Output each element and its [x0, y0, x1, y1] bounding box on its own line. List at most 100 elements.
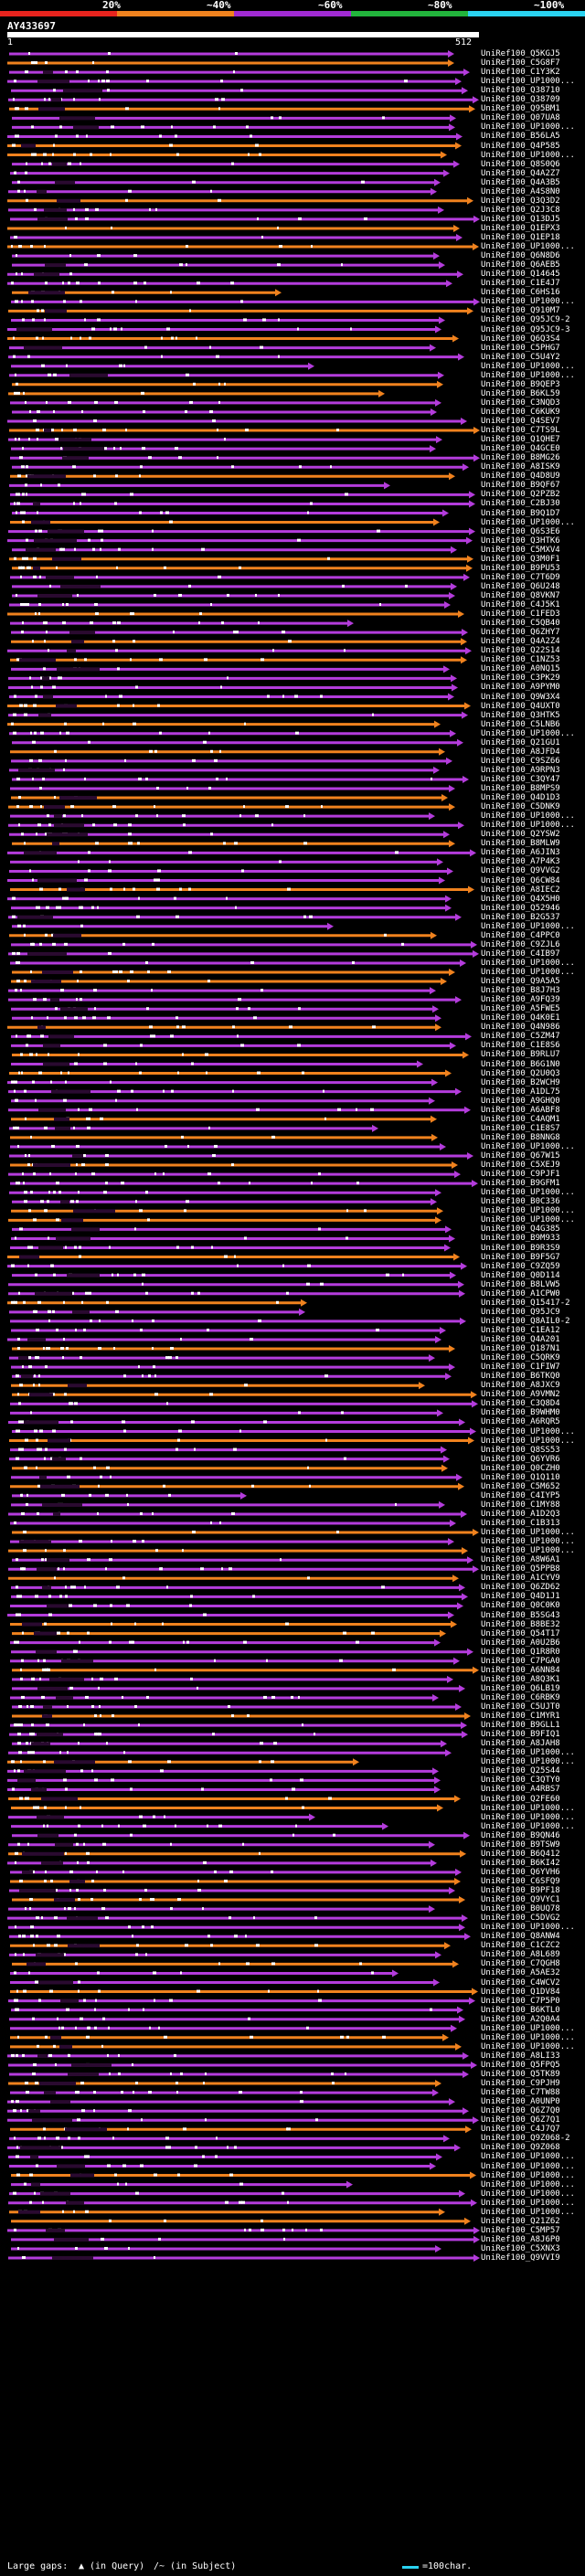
hit-label-link[interactable]: UniRef100_C4IYP5 — [481, 1490, 560, 1500]
hit-label-link[interactable]: UniRef100_B6KI42 — [481, 1858, 560, 1868]
hit-label-link[interactable]: UniRef100_C1MYR1 — [481, 1712, 560, 1722]
hit-label-link[interactable]: UniRef100_Q6LB19 — [481, 1683, 560, 1693]
hit-label-link[interactable]: UniRef100_C5UJT0 — [481, 1702, 560, 1712]
hit-label-link[interactable]: UniRef100_Q187N1 — [481, 1344, 560, 1354]
hit-label-link[interactable]: UniRef100_UP1000... — [481, 297, 575, 307]
hit-label-link[interactable]: UniRef100_B8BE32 — [481, 1619, 560, 1629]
hit-label-link[interactable]: UniRef100_B6KTL0 — [481, 2005, 560, 2015]
hit-label-link[interactable]: UniRef100_C7T6D9 — [481, 572, 560, 582]
hit-label-link[interactable]: UniRef100_Q38709 — [481, 95, 560, 105]
hit-label-link[interactable]: UniRef100_C7QGH8 — [481, 1959, 560, 1969]
hit-label-link[interactable]: UniRef100_Q4A2Z7 — [481, 168, 560, 178]
hit-label-link[interactable]: UniRef100_Q6YVR6 — [481, 1454, 560, 1464]
hit-label-link[interactable]: UniRef100_C1MY88 — [481, 1500, 560, 1510]
hit-label-link[interactable]: UniRef100_UP1000... — [481, 77, 575, 87]
hit-label-link[interactable]: UniRef100_B9WHM0 — [481, 1408, 560, 1418]
hit-label-link[interactable]: UniRef100_Q1DV84 — [481, 1987, 560, 1997]
hit-label-link[interactable]: UniRef100_C5PHG7 — [481, 343, 560, 353]
hit-label-link[interactable]: UniRef100_UP1000... — [481, 122, 575, 133]
hit-label-link[interactable]: UniRef100_A8JAH8 — [481, 1739, 560, 1749]
hit-label-link[interactable]: UniRef100_C4PPC0 — [481, 930, 560, 940]
hit-label-link[interactable]: UniRef100_A8L689 — [481, 1950, 560, 1960]
hit-label-link[interactable]: UniRef100_C7P5P0 — [481, 1996, 560, 2006]
hit-label-link[interactable]: UniRef100_C7PGA0 — [481, 1656, 560, 1666]
hit-label-link[interactable]: UniRef100_B9QF67 — [481, 481, 560, 491]
hit-label-link[interactable]: UniRef100_C5ZM47 — [481, 1032, 560, 1042]
hit-label-link[interactable]: UniRef100_C4J7Q7 — [481, 2125, 560, 2135]
hit-label-link[interactable]: UniRef100_C9ZJL6 — [481, 939, 560, 949]
hit-label-link[interactable]: UniRef100_C1E4J7 — [481, 279, 560, 289]
hit-label-link[interactable]: UniRef100_A6JIN3 — [481, 848, 560, 858]
hit-label-link[interactable]: UniRef100_A6RQR5 — [481, 1417, 560, 1427]
hit-label-link[interactable]: UniRef100_Q4G385 — [481, 1224, 560, 1235]
hit-label-link[interactable]: UniRef100_A0U2B6 — [481, 1638, 560, 1648]
hit-label-link[interactable]: UniRef100_C9SZ66 — [481, 756, 560, 766]
hit-label-link[interactable]: UniRef100_UP1000... — [481, 811, 575, 822]
hit-label-link[interactable]: UniRef100_A8W6A1 — [481, 1555, 560, 1565]
hit-label-link[interactable]: UniRef100_Q14645 — [481, 270, 560, 280]
hit-label-link[interactable]: UniRef100_UP1000... — [481, 1215, 575, 1225]
hit-label-link[interactable]: UniRef100_Q4A201 — [481, 1335, 560, 1344]
hit-label-link[interactable]: UniRef100_Q4D8U9 — [481, 472, 560, 482]
hit-label-link[interactable]: UniRef100_Q54T17 — [481, 1628, 560, 1638]
hit-label-link[interactable]: UniRef100_UP1000... — [481, 1188, 575, 1198]
hit-label-link[interactable]: UniRef100_UP1000... — [481, 517, 575, 527]
hit-label-link[interactable]: UniRef100_UP1000... — [481, 1757, 575, 1767]
hit-label-link[interactable]: UniRef100_C5DVG2 — [481, 1913, 560, 1924]
hit-label-link[interactable]: UniRef100_Q9VVI9 — [481, 2253, 560, 2263]
hit-label-link[interactable]: UniRef100_Q3M0F1 — [481, 554, 560, 564]
hit-label-link[interactable]: UniRef100_C1E8S6 — [481, 1041, 560, 1051]
hit-label-link[interactable]: UniRef100_Q4N986 — [481, 1023, 560, 1033]
hit-label-link[interactable]: UniRef100_UP1000... — [481, 1528, 575, 1538]
hit-label-link[interactable]: UniRef100_UP1000... — [481, 2161, 575, 2171]
hit-label-link[interactable]: UniRef100_UP1000... — [481, 728, 575, 738]
hit-label-link[interactable]: UniRef100_Q07UA8 — [481, 113, 560, 123]
hit-label-link[interactable]: UniRef100_C3NQD3 — [481, 398, 560, 408]
hit-label-link[interactable]: UniRef100_C9PJF1 — [481, 1170, 560, 1180]
hit-label-link[interactable]: UniRef100_UP1000... — [481, 1748, 575, 1758]
hit-label-link[interactable]: UniRef100_Q5TK89 — [481, 2070, 560, 2079]
hit-label-link[interactable]: UniRef100_UP1000... — [481, 2179, 575, 2189]
hit-label-link[interactable]: UniRef100_A6ABF8 — [481, 1105, 560, 1115]
hit-label-link[interactable]: UniRef100_B2G537 — [481, 912, 560, 922]
hit-label-link[interactable]: UniRef100_Q4D1J1 — [481, 1592, 560, 1602]
hit-label-link[interactable]: UniRef100_UP1000... — [481, 370, 575, 380]
hit-label-link[interactable]: UniRef100_UP1000... — [481, 1426, 575, 1436]
hit-label-link[interactable]: UniRef100_B9TSW9 — [481, 1839, 560, 1850]
hit-label-link[interactable]: UniRef100_B2WCH9 — [481, 1077, 560, 1087]
hit-label-link[interactable]: UniRef100_Q4D1D3 — [481, 793, 560, 803]
hit-label-link[interactable]: UniRef100_C7TW88 — [481, 2088, 560, 2098]
hit-label-link[interactable]: UniRef100_A1D2Q3 — [481, 1509, 560, 1519]
hit-label-link[interactable]: UniRef100_C1Y3K2 — [481, 68, 560, 78]
hit-label-link[interactable]: UniRef100_Q2U0Q3 — [481, 1068, 560, 1078]
hit-label-link[interactable]: UniRef100_Q910M7 — [481, 306, 560, 316]
hit-label-link[interactable]: UniRef100_A0UNP0 — [481, 2097, 560, 2107]
hit-label-link[interactable]: UniRef100_Q95JC9-3 — [481, 324, 570, 334]
hit-label-link[interactable]: UniRef100_B8LVW5 — [481, 1279, 560, 1289]
hit-label-link[interactable]: UniRef100_Q6S3E6 — [481, 526, 560, 536]
hit-label-link[interactable]: UniRef100_Q0C0K0 — [481, 1601, 560, 1611]
hit-label-link[interactable]: UniRef100_Q3HTK6 — [481, 535, 560, 546]
hit-label-link[interactable]: UniRef100_A9VMN2 — [481, 1390, 560, 1400]
hit-label-link[interactable]: UniRef100_Q9VVG2 — [481, 866, 560, 876]
hit-label-link[interactable]: UniRef100_Q21Z62 — [481, 2216, 560, 2226]
hit-label-link[interactable]: UniRef100_Q3Q3D2 — [481, 196, 560, 206]
hit-label-link[interactable]: UniRef100_Q8ANW4 — [481, 1932, 560, 1942]
hit-label-link[interactable]: UniRef100_B0UQ78 — [481, 1904, 560, 1914]
hit-label-link[interactable]: UniRef100_UP1000... — [481, 821, 575, 831]
hit-label-link[interactable]: UniRef100_C1B313 — [481, 1519, 560, 1528]
hit-label-link[interactable]: UniRef100_B9GFM1 — [481, 1179, 560, 1189]
hit-label-link[interactable]: UniRef100_B9R3S9 — [481, 1243, 560, 1253]
hit-label-link[interactable]: UniRef100_Q5KGJ5 — [481, 49, 560, 58]
hit-label-link[interactable]: UniRef100_Q6CW84 — [481, 875, 560, 885]
hit-label-link[interactable]: UniRef100_Q25S44 — [481, 1766, 560, 1776]
hit-label-link[interactable]: UniRef100_Q8VKN7 — [481, 590, 560, 600]
hit-label-link[interactable]: UniRef100_A9FQ39 — [481, 995, 560, 1005]
hit-label-link[interactable]: UniRef100_UP1000... — [481, 2207, 575, 2217]
hit-label-link[interactable]: UniRef100_Q6Z7Q1 — [481, 2115, 560, 2125]
hit-label-link[interactable]: UniRef100_B9M933 — [481, 1234, 560, 1244]
hit-label-link[interactable]: UniRef100_Q9Z068-2 — [481, 2134, 570, 2144]
hit-label-link[interactable]: UniRef100_Q0D114 — [481, 1270, 560, 1280]
hit-label-link[interactable]: UniRef100_B8MPS9 — [481, 784, 560, 793]
hit-label-link[interactable]: UniRef100_UP1000... — [481, 2198, 575, 2208]
